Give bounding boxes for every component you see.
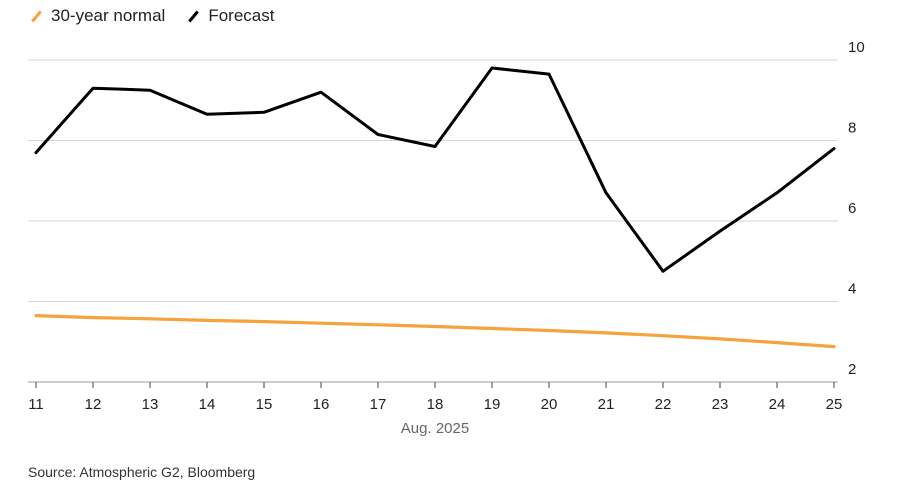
x-tick-label-12: 12 (85, 396, 102, 413)
y-tick-label-6: 6 (848, 200, 856, 217)
x-tick-label-15: 15 (256, 396, 273, 413)
x-tick-label-25: 25 (826, 396, 843, 413)
y-tick-label-8: 8 (848, 120, 856, 137)
x-tick-label-21: 21 (598, 396, 615, 413)
x-tick-label-22: 22 (655, 396, 672, 413)
x-axis-label: Aug. 2025 (401, 420, 469, 437)
x-tick-label-24: 24 (769, 396, 786, 413)
x-tick-label-23: 23 (712, 396, 729, 413)
y-tick-label-10: 10 (848, 39, 865, 56)
legend: 30-year normal Forecast (30, 6, 274, 26)
legend-label-forecast: Forecast (208, 6, 275, 25)
y-tick-label-2: 2 (848, 361, 856, 378)
series-line-forecast (34, 66, 836, 273)
x-tick-label-14: 14 (199, 396, 216, 413)
x-tick-label-17: 17 (370, 396, 387, 413)
x-tick-label-18: 18 (427, 396, 444, 413)
x-tick-label-19: 19 (484, 396, 501, 413)
x-tick-label-16: 16 (313, 396, 330, 413)
legend-item-forecast: Forecast (187, 6, 274, 26)
x-tick-label-20: 20 (541, 396, 558, 413)
y-tick-label-4: 4 (848, 281, 856, 298)
series-line-normal (34, 314, 836, 349)
legend-label-normal: 30-year normal (51, 6, 166, 25)
legend-item-normal: 30-year normal (30, 6, 165, 26)
x-tick-label-13: 13 (142, 396, 159, 413)
source-note: Source: Atmospheric G2, Bloomberg (28, 464, 256, 480)
x-tick-label-11: 11 (28, 396, 44, 413)
